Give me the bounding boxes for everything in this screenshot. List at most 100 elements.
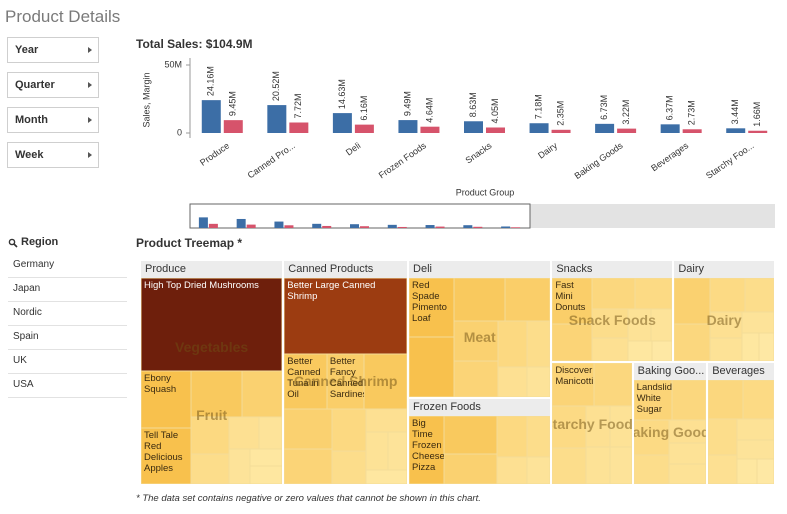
treemap-tile[interactable] (284, 409, 332, 449)
region-item[interactable]: Spain (8, 326, 127, 350)
treemap-tile[interactable] (552, 448, 586, 484)
group-header[interactable]: Deli (409, 261, 551, 278)
treemap-tile[interactable] (497, 456, 527, 484)
region-item[interactable]: Nordic (8, 302, 127, 326)
group-header[interactable]: Frozen Foods (409, 398, 551, 416)
treemap-tile[interactable] (497, 366, 528, 397)
treemap-tile[interactable] (708, 419, 738, 455)
treemap-tile[interactable] (331, 409, 366, 451)
treemap-tile[interactable] (744, 278, 774, 312)
treemap-tile[interactable] (250, 466, 283, 484)
treemap-tile[interactable] (505, 278, 551, 321)
group-header[interactable]: Beverages (708, 363, 774, 381)
treemap-tile[interactable] (453, 360, 498, 397)
treemap-tile[interactable] (674, 324, 711, 362)
treemap-tile[interactable] (497, 415, 527, 457)
treemap-tile[interactable]: Ebony Squash (141, 371, 191, 428)
treemap-tile[interactable] (633, 454, 669, 484)
treemap-tile[interactable] (258, 417, 283, 449)
group-header[interactable]: Baking Goo... (633, 363, 707, 381)
treemap-tile[interactable] (526, 456, 551, 484)
region-item[interactable]: USA (8, 374, 127, 398)
filter[interactable]: Quarter (7, 72, 99, 98)
treemap-tile[interactable] (365, 409, 408, 432)
treemap-tile[interactable]: Fast Mini Donuts (552, 278, 593, 324)
region-item[interactable]: Germany (8, 254, 127, 278)
treemap-tile[interactable] (708, 454, 738, 484)
treemap-tile[interactable] (453, 320, 498, 361)
treemap-tile[interactable] (594, 363, 632, 407)
treemap-tile[interactable] (708, 380, 744, 420)
treemap-tile[interactable] (250, 448, 283, 467)
treemap-tile[interactable] (668, 443, 707, 464)
treemap-tile[interactable] (668, 463, 707, 484)
treemap-tile[interactable]: Better Large Canned Shrimp (284, 278, 408, 355)
treemap-tile[interactable] (190, 371, 242, 418)
treemap-tile[interactable]: Big Time Frozen Cheese Pizza (409, 415, 445, 484)
treemap-tile[interactable] (527, 320, 551, 367)
treemap-tile[interactable] (527, 366, 551, 397)
treemap-tile[interactable] (651, 340, 673, 362)
treemap-tile[interactable] (190, 417, 229, 455)
treemap-tile[interactable] (674, 278, 711, 325)
filter[interactable]: Week (7, 142, 99, 168)
treemap-tile[interactable] (190, 454, 229, 484)
treemap-tile[interactable] (331, 450, 366, 484)
region-item[interactable]: Japan (8, 278, 127, 302)
treemap-tile[interactable] (627, 340, 652, 362)
treemap-tile[interactable] (387, 431, 408, 471)
treemap-tile[interactable] (592, 337, 628, 362)
treemap-tile[interactable] (633, 420, 669, 455)
treemap-tile[interactable]: Discover Manicotti (552, 363, 595, 407)
treemap-tile[interactable] (710, 337, 743, 362)
treemap-tile[interactable] (710, 278, 745, 312)
treemap-tile[interactable] (609, 406, 632, 448)
treemap-tile[interactable] (241, 371, 283, 418)
treemap-tile[interactable] (228, 417, 259, 449)
treemap-tile[interactable] (737, 440, 774, 459)
treemap-tile[interactable] (592, 278, 635, 310)
treemap-tile[interactable] (710, 311, 743, 338)
treemap-tile[interactable] (497, 320, 528, 367)
treemap-tile[interactable] (737, 458, 758, 484)
treemap-tile[interactable] (592, 309, 628, 338)
treemap-tile[interactable] (444, 415, 498, 454)
treemap-tile[interactable] (453, 278, 506, 321)
treemap-tile[interactable] (526, 415, 551, 457)
treemap-tile[interactable] (552, 323, 593, 362)
treemap-tile[interactable] (627, 309, 652, 341)
treemap-tile[interactable] (743, 380, 774, 420)
group-header[interactable]: Canned Products (284, 261, 408, 278)
treemap-tile[interactable] (365, 470, 408, 484)
treemap-tile[interactable] (609, 447, 632, 484)
treemap-tile[interactable] (228, 448, 251, 484)
treemap-tile[interactable] (552, 406, 586, 448)
group-header[interactable]: Dairy (674, 261, 774, 278)
treemap-tile[interactable] (759, 332, 774, 362)
treemap-tile[interactable] (757, 458, 774, 484)
treemap-tile[interactable] (365, 431, 388, 471)
treemap-tile[interactable] (651, 309, 673, 341)
treemap-tile[interactable] (737, 419, 774, 440)
treemap-tile[interactable]: Better Canned Tuna in Oil (284, 354, 327, 410)
treemap-tile[interactable] (742, 311, 774, 333)
treemap-tile[interactable] (585, 447, 610, 484)
treemap-tile[interactable] (634, 278, 673, 310)
treemap-tile[interactable]: High Top Dried Mushrooms (141, 278, 283, 372)
treemap-tile[interactable] (444, 453, 498, 484)
treemap-tile[interactable]: Tell Tale Red Delicious Apples (141, 427, 191, 484)
treemap-tile[interactable] (364, 354, 408, 410)
treemap-tile[interactable]: Landslide White Sugar (633, 380, 673, 421)
treemap-tile[interactable]: Red Spade Pimento Loaf (409, 278, 454, 338)
filter[interactable]: Year (7, 37, 99, 63)
group-header[interactable]: Produce (141, 261, 283, 278)
treemap-tile[interactable] (742, 332, 760, 362)
treemap-tile[interactable] (672, 380, 707, 421)
treemap-tile[interactable] (409, 337, 454, 397)
region-item[interactable]: UK (8, 350, 127, 374)
filter[interactable]: Month (7, 107, 99, 133)
treemap-tile[interactable]: Better Fancy Canned Sardines (326, 354, 365, 410)
group-header[interactable]: Snacks (552, 261, 673, 278)
treemap-tile[interactable] (585, 406, 610, 448)
treemap-tile[interactable] (668, 420, 707, 444)
